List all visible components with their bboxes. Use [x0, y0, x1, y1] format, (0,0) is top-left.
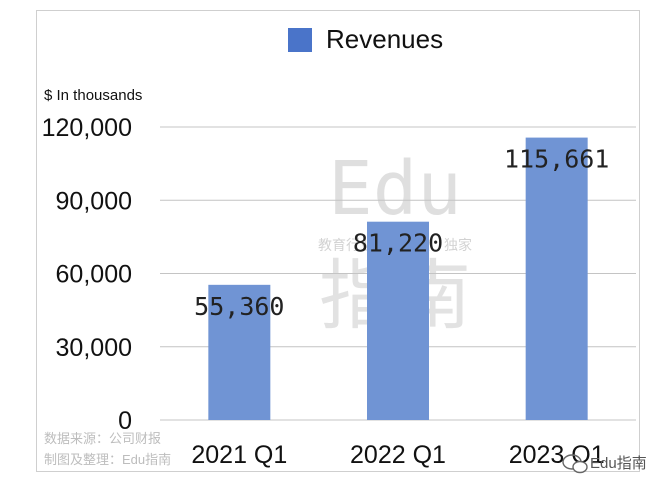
wechat-icon	[562, 454, 588, 474]
legend-swatch	[288, 28, 312, 52]
brand-label: Edu指南	[590, 455, 647, 472]
y-axis-ticks: 0 30,000 60,000 90,000 120,000	[42, 114, 132, 435]
chart-frame	[36, 10, 640, 472]
legend-label: Revenues	[326, 24, 443, 54]
data-label: 55,360	[194, 292, 284, 321]
y-tick-label: 60,000	[56, 261, 132, 289]
bar	[525, 137, 588, 420]
source-note: 数据来源：公司财报	[44, 431, 161, 446]
bars	[208, 137, 588, 420]
x-tick-label: 2022 Q1	[350, 441, 446, 469]
y-axis-unit: $ In thousands	[44, 87, 142, 104]
bar	[367, 221, 429, 420]
x-axis-ticks: 2021 Q1 2022 Q1 2023 Q1	[191, 441, 604, 469]
bar	[208, 284, 271, 420]
data-label: 115,661	[504, 145, 609, 174]
x-tick-label: 2021 Q1	[191, 441, 287, 469]
credit-note: 制图及整理：Edu指南	[44, 452, 171, 467]
y-tick-label: 30,000	[56, 334, 132, 362]
watermark-latin: Edu	[328, 146, 462, 232]
y-tick-label: 0	[118, 407, 132, 435]
data-labels: 55,360 81,220 115,661	[194, 145, 609, 321]
y-tick-label: 90,000	[56, 187, 132, 215]
x-tick-label: 2023 Q1	[509, 441, 605, 469]
y-tick-label: 120,000	[42, 114, 132, 142]
data-label: 81,220	[353, 229, 443, 258]
